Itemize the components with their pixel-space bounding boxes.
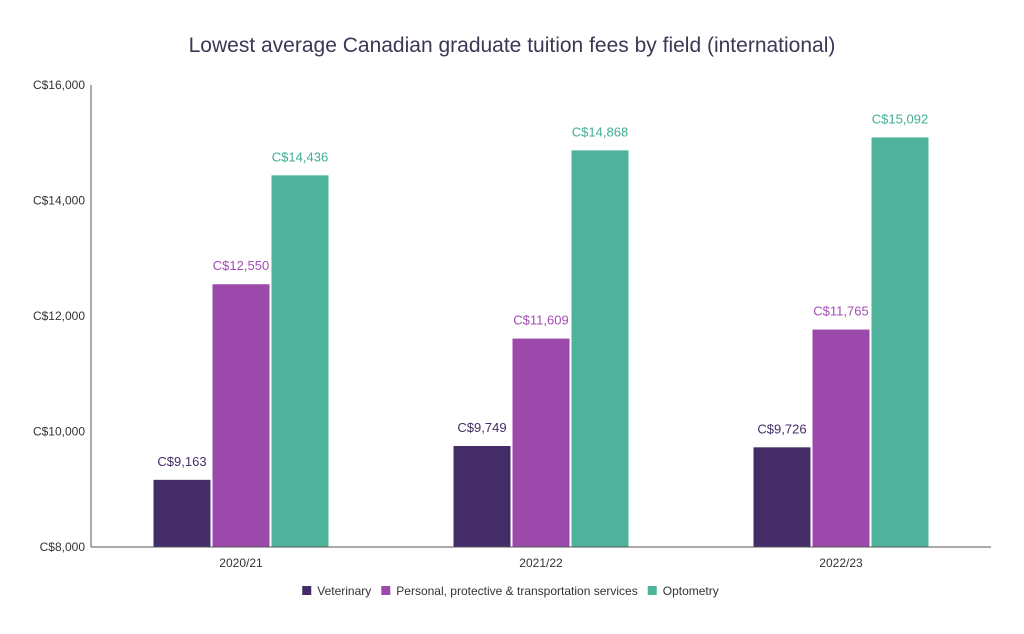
data-label: C$9,749 <box>457 420 506 435</box>
data-label: C$11,765 <box>813 304 868 319</box>
legend-label-optometry: Optometry <box>663 584 719 598</box>
data-label: C$9,163 <box>157 454 206 469</box>
legend-swatch-optometry <box>647 586 657 595</box>
data-label: C$11,609 <box>513 313 568 328</box>
bars-group <box>153 137 929 548</box>
bar-optometry-2021-22 <box>571 150 629 548</box>
legend-label-personal-protective-transportation-services: Personal, protective & transportation se… <box>396 584 637 598</box>
x-tick-label: 2020/21 <box>219 556 263 570</box>
bar-personal-protective-transportation-services-2022-23 <box>812 329 870 547</box>
bar-personal-protective-transportation-services-2021-22 <box>512 338 570 547</box>
y-axis: C$8,000 C$10,000 C$12,000 C$14,000 C$16,000 <box>33 78 85 554</box>
data-label: C$14,868 <box>572 124 628 139</box>
y-tick-label: C$10,000 <box>33 425 85 439</box>
data-label: C$15,092 <box>872 111 928 126</box>
bar-optometry-2020-21 <box>271 175 329 548</box>
legend-swatch-veterinary <box>302 586 312 595</box>
data-label: C$12,550 <box>213 258 269 273</box>
y-tick-label: C$8,000 <box>40 540 86 554</box>
bar-veterinary-2021-22 <box>453 445 511 547</box>
x-tick-label: 2022/23 <box>819 556 863 570</box>
legend: Veterinary Personal, protective & transpo… <box>302 584 719 598</box>
bar-personal-protective-transportation-services-2020-21 <box>212 284 270 547</box>
y-tick-label: C$16,000 <box>33 78 85 92</box>
chart-title: Lowest average Canadian graduate tuition… <box>189 34 836 57</box>
bar-veterinary-2022-23 <box>753 447 811 547</box>
y-tick-label: C$14,000 <box>33 194 85 208</box>
x-tick-label: 2021/22 <box>519 556 563 570</box>
y-tick-label: C$12,000 <box>33 309 85 323</box>
data-label: C$9,726 <box>757 421 806 436</box>
legend-label-veterinary: Veterinary <box>317 584 371 598</box>
bar-veterinary-2020-21 <box>153 479 211 547</box>
data-label: C$14,436 <box>272 149 328 164</box>
legend-swatch-personal-protective-transportation-services <box>381 586 391 595</box>
bar-optometry-2022-23 <box>871 137 929 547</box>
data-labels-group: C$9,163 C$12,550 C$14,436 C$9,749 C$11,609 C$… <box>157 111 928 468</box>
x-axis: 2020/21 2021/22 2022/23 <box>219 556 863 570</box>
